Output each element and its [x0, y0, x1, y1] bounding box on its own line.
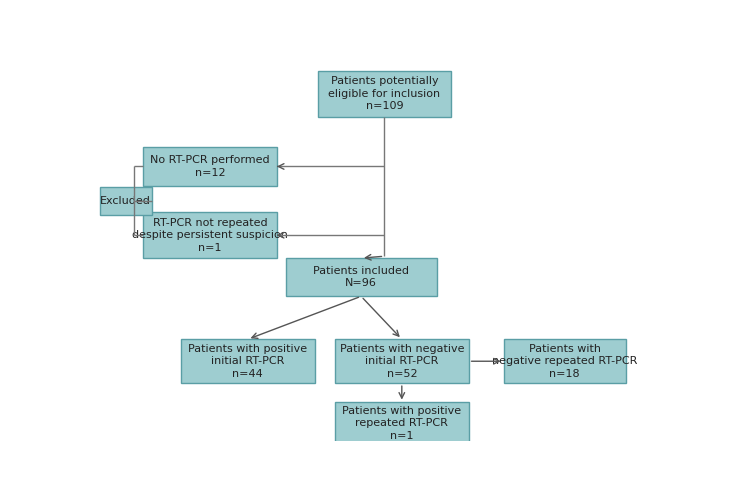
- FancyBboxPatch shape: [100, 186, 152, 215]
- Text: Patients with positive
initial RT-PCR
n=44: Patients with positive initial RT-PCR n=…: [188, 344, 308, 378]
- FancyBboxPatch shape: [286, 258, 436, 296]
- FancyBboxPatch shape: [143, 212, 277, 258]
- Text: Patients with
negative repeated RT-PCR
n=18: Patients with negative repeated RT-PCR n…: [492, 344, 638, 378]
- FancyBboxPatch shape: [335, 402, 469, 444]
- FancyBboxPatch shape: [503, 339, 626, 383]
- Text: Patients with positive
repeated RT-PCR
n=1: Patients with positive repeated RT-PCR n…: [342, 406, 461, 441]
- Text: Patients included
N=96: Patients included N=96: [314, 266, 410, 288]
- FancyBboxPatch shape: [335, 339, 469, 383]
- Text: Patients potentially
eligible for inclusion
n=109: Patients potentially eligible for inclus…: [328, 76, 440, 111]
- FancyBboxPatch shape: [317, 71, 452, 117]
- Text: Excluded: Excluded: [100, 196, 152, 206]
- FancyBboxPatch shape: [143, 147, 277, 186]
- Text: No RT-PCR performed
n=12: No RT-PCR performed n=12: [150, 155, 270, 178]
- Text: RT-PCR not repeated
despite persistent suspicion
n=1: RT-PCR not repeated despite persistent s…: [132, 218, 288, 252]
- Text: Patients with negative
initial RT-PCR
n=52: Patients with negative initial RT-PCR n=…: [340, 344, 464, 378]
- FancyBboxPatch shape: [181, 339, 315, 383]
